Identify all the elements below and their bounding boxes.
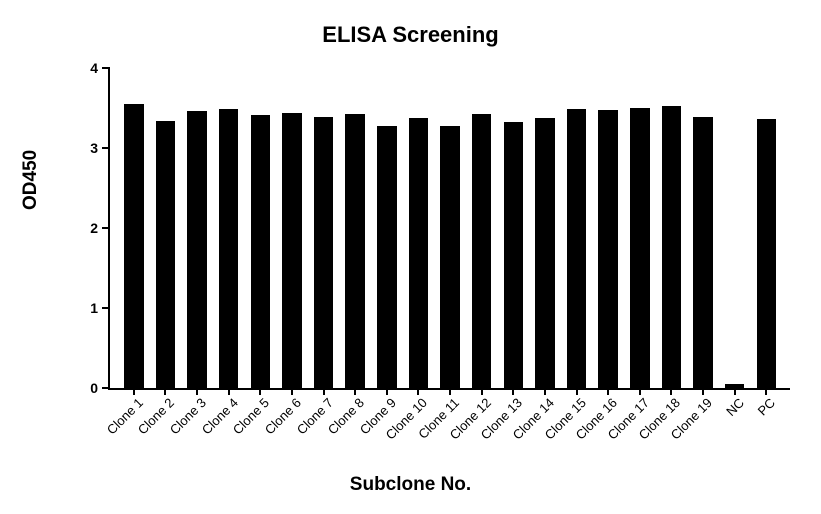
- bar: [251, 115, 271, 388]
- x-tick-mark: [481, 388, 483, 395]
- bar: [535, 118, 555, 388]
- bar: [377, 126, 397, 388]
- bar-slot: Clone 9: [371, 68, 403, 388]
- plot-area: Clone 1Clone 2Clone 3Clone 4Clone 5Clone…: [108, 68, 790, 390]
- x-tick-mark: [133, 388, 135, 395]
- y-tick: [102, 227, 110, 229]
- bar-slot: Clone 2: [150, 68, 182, 388]
- bar-slot: Clone 19: [687, 68, 719, 388]
- x-tick-mark: [639, 388, 641, 395]
- bar-slot: Clone 1: [118, 68, 150, 388]
- y-tick-label: 3: [90, 140, 98, 156]
- chart-title: ELISA Screening: [0, 22, 821, 48]
- bar-slot: Clone 4: [213, 68, 245, 388]
- x-tick-mark: [576, 388, 578, 395]
- bar-slot: Clone 3: [181, 68, 213, 388]
- y-tick: [102, 147, 110, 149]
- x-tick-mark: [323, 388, 325, 395]
- bar-slot: Clone 11: [434, 68, 466, 388]
- bar-slot: Clone 5: [245, 68, 277, 388]
- bar-slot: Clone 7: [308, 68, 340, 388]
- bar-slot: Clone 16: [592, 68, 624, 388]
- bar: [314, 117, 334, 388]
- bar: [662, 106, 682, 388]
- y-tick-label: 0: [90, 380, 98, 396]
- bar: [693, 117, 713, 388]
- bar-slot: Clone 6: [276, 68, 308, 388]
- chart-container: ELISA Screening OD450 Clone 1Clone 2Clon…: [0, 0, 821, 514]
- bar: [472, 114, 492, 388]
- bar: [598, 110, 618, 388]
- x-tick-mark: [734, 388, 736, 395]
- bar: [124, 104, 144, 388]
- x-axis-label: Subclone No.: [0, 474, 821, 496]
- bar: [440, 126, 460, 388]
- bar: [187, 111, 207, 388]
- bar-slot: Clone 8: [339, 68, 371, 388]
- bar-slot: Clone 12: [466, 68, 498, 388]
- bar: [504, 122, 524, 388]
- y-tick: [102, 307, 110, 309]
- bar: [757, 119, 777, 388]
- bar: [156, 121, 176, 388]
- y-tick: [102, 67, 110, 69]
- bar: [219, 109, 239, 388]
- bar-slot: PC: [751, 68, 783, 388]
- bars-wrap: Clone 1Clone 2Clone 3Clone 4Clone 5Clone…: [110, 68, 790, 388]
- y-tick-label: 2: [90, 220, 98, 236]
- bar-slot: Clone 14: [529, 68, 561, 388]
- y-tick: [102, 387, 110, 389]
- bar: [282, 113, 302, 388]
- y-tick-label: 4: [90, 60, 98, 76]
- bar-slot: Clone 17: [624, 68, 656, 388]
- bar-slot: Clone 13: [498, 68, 530, 388]
- y-tick-label: 1: [90, 300, 98, 316]
- y-axis-label: OD450: [20, 150, 42, 210]
- bar: [345, 114, 365, 388]
- bar-slot: Clone 18: [656, 68, 688, 388]
- bar-slot: NC: [719, 68, 751, 388]
- bar: [567, 109, 587, 388]
- bar: [630, 108, 650, 388]
- bar: [409, 118, 429, 388]
- x-tick-mark: [228, 388, 230, 395]
- x-tick-mark: [386, 388, 388, 395]
- bar-slot: Clone 10: [403, 68, 435, 388]
- bar-slot: Clone 15: [561, 68, 593, 388]
